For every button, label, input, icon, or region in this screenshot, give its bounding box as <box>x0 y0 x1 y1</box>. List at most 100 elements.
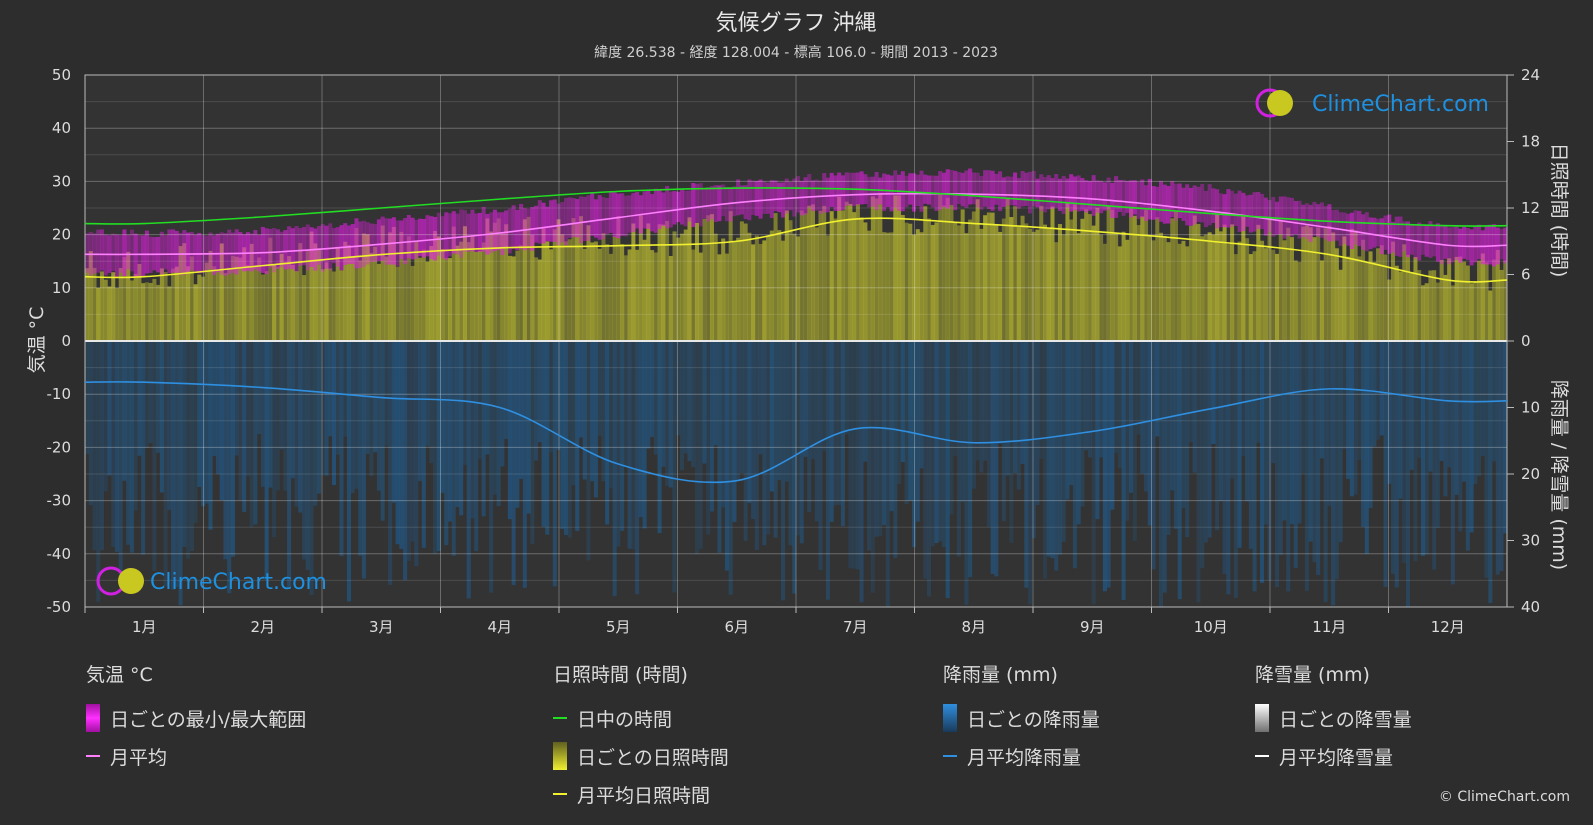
temp-range-bar <box>346 225 351 265</box>
sunshine-bar <box>777 230 782 341</box>
sunshine-bar <box>346 245 351 341</box>
sunshine-bar <box>990 212 995 341</box>
temp-range-bar <box>1076 175 1081 212</box>
temp-range-bar <box>1136 181 1141 219</box>
sunshine-bar <box>867 230 872 341</box>
sunshine-bar <box>1424 283 1429 341</box>
sunshine-bar <box>1342 236 1347 341</box>
sunshine-bar <box>642 239 647 341</box>
temp-range-bar <box>1117 179 1122 212</box>
rain-bar <box>462 341 467 465</box>
temp-range-bar <box>391 217 396 265</box>
sunshine-bar <box>1432 270 1437 341</box>
rain-bar <box>878 341 883 536</box>
sunshine-bar <box>1413 256 1418 341</box>
rain-bar <box>369 341 374 477</box>
sunshine-bar <box>1409 272 1414 341</box>
rain-bar <box>1035 341 1040 506</box>
rain-bar <box>230 341 235 557</box>
temp-range-bar <box>504 210 509 249</box>
rain-bar <box>638 341 643 518</box>
rain-bar <box>870 341 875 593</box>
snow-swatch <box>1255 704 1269 732</box>
temp-range-bar <box>1394 216 1399 256</box>
sunshine-bar <box>373 246 378 341</box>
rain-bar <box>990 341 995 574</box>
sunshine-bar <box>915 229 920 341</box>
temp-range-bar <box>668 191 673 228</box>
rain-bar <box>1106 341 1111 588</box>
temp-range-bar <box>1061 175 1066 214</box>
sunshine-bar <box>283 262 288 341</box>
legend-rain-avg-label: 月平均降雨量 <box>967 746 1082 769</box>
rain-bar <box>1293 341 1298 568</box>
temp-range-bar <box>384 218 389 265</box>
rain-bar <box>1394 341 1399 588</box>
sunshine-bar <box>1278 220 1283 341</box>
sunshine-bar <box>171 268 176 341</box>
sunshine-bar <box>526 216 531 341</box>
temp-range-bar <box>1420 225 1425 255</box>
sunshine-bar <box>178 246 183 341</box>
sunshine-bar <box>421 249 426 341</box>
sunshine-bar <box>350 257 355 341</box>
rain-bar <box>1420 341 1425 556</box>
rain-bar <box>1297 341 1302 524</box>
sunshine-bar <box>1087 214 1092 341</box>
rain-bar <box>751 341 756 519</box>
rain-bar <box>1503 341 1508 534</box>
sunshine-bar <box>324 262 329 341</box>
rain-bar <box>552 341 557 587</box>
temp-range-bar <box>1267 200 1272 232</box>
temp-range-bar <box>694 183 700 223</box>
sunshine-bar <box>1454 256 1459 341</box>
rain-bar <box>1331 341 1336 606</box>
rain-bar <box>122 341 127 481</box>
temp-range-bar <box>814 179 819 211</box>
sunshine-bar <box>537 259 542 341</box>
temp-range-bar <box>593 199 598 238</box>
rain-bar <box>799 341 804 544</box>
sunshine-bar <box>335 246 340 341</box>
sunshine-bar <box>1364 262 1369 341</box>
legend-temp-range: 日ごとの最小/最大範囲 <box>86 699 306 737</box>
sunshine-bar <box>1031 231 1036 341</box>
sunshine-bar <box>1435 282 1440 341</box>
rain-bar <box>148 341 153 444</box>
sunshine-bar <box>264 271 269 341</box>
sunshine-bar <box>489 231 494 341</box>
temp-range-bar <box>784 178 789 214</box>
sunshine-bar <box>459 241 464 341</box>
rain-bar <box>792 341 797 594</box>
rain-bar <box>930 341 935 547</box>
temp-range-bar <box>421 218 426 258</box>
y-right-top-tick-label: 18 <box>1521 133 1540 151</box>
sunshine-bar <box>1477 260 1482 341</box>
temp-range-bar <box>1473 226 1478 263</box>
sunshine-bar <box>949 204 954 341</box>
sunshine-bar <box>781 240 786 341</box>
temp-range-bar <box>1016 178 1021 209</box>
rain-bar <box>1424 341 1429 555</box>
rain-bar <box>1304 341 1309 591</box>
rain-bar <box>1342 341 1347 450</box>
sunshine-bar <box>994 223 999 341</box>
rain-bar <box>388 341 393 585</box>
sunshine-bar <box>462 226 467 341</box>
sunshine-bar <box>964 233 969 341</box>
rain-bar <box>934 341 939 544</box>
rain-bar <box>500 341 505 467</box>
sunshine-bar <box>302 275 307 341</box>
legend-snow-avg-label: 月平均降雪量 <box>1279 746 1394 769</box>
rain-bar <box>477 341 482 459</box>
sunshine-bar <box>1203 234 1208 341</box>
rain-bar <box>541 341 546 527</box>
sunshine-bar <box>1028 228 1033 341</box>
rain-bar <box>612 341 617 597</box>
sunshine-bar <box>1024 223 1029 341</box>
sunshine-bar <box>1200 236 1205 341</box>
temp-range-bar <box>414 219 419 259</box>
temp-range-bar <box>1499 228 1504 260</box>
temp-range-bar <box>627 195 632 233</box>
snow-avg-swatch <box>1255 755 1269 757</box>
